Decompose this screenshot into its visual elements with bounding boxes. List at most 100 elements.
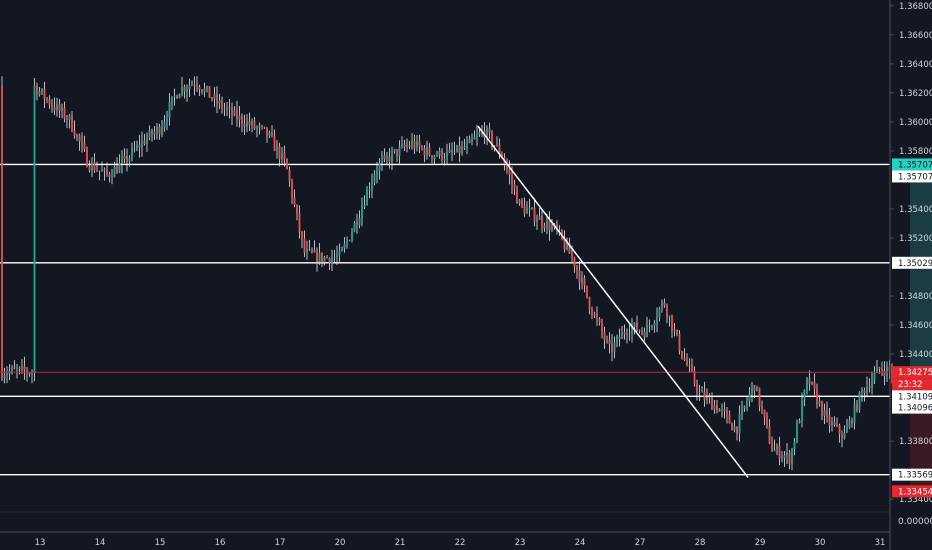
candle-body — [873, 372, 876, 381]
candle-body — [856, 404, 858, 411]
candle-body — [691, 365, 693, 371]
x-tick-label: 15 — [155, 538, 166, 548]
y-tick-label: 1.34600 — [899, 321, 932, 331]
candle-body — [791, 449, 793, 465]
candle-body — [711, 398, 713, 410]
y-tick-label: 1.35800 — [899, 147, 932, 157]
candle-body — [68, 115, 71, 120]
candle-body — [438, 150, 441, 156]
candle-body — [413, 141, 416, 149]
candle-body — [848, 420, 851, 428]
candle-body — [686, 359, 688, 366]
candle-body — [38, 91, 41, 95]
candle-body — [323, 257, 326, 263]
candle-body — [313, 250, 316, 253]
candle-body — [41, 88, 43, 92]
candle-body — [468, 138, 471, 143]
price-axis[interactable]: 1.36800 1.36600 1.36400 1.36200 1.36000 1.358… — [890, 2, 932, 505]
candle-body — [671, 315, 673, 331]
candle-body — [288, 168, 291, 181]
candle-body — [846, 427, 848, 433]
candle-body — [428, 147, 431, 156]
candle-body — [663, 302, 666, 306]
candle-body — [823, 410, 826, 416]
candle-body — [403, 144, 406, 148]
candle-body — [128, 157, 131, 163]
candle-body — [796, 423, 798, 442]
candle-body — [371, 182, 373, 190]
candle-body — [166, 118, 168, 122]
candle-body — [721, 409, 723, 410]
candle-body — [21, 365, 23, 368]
candle-body — [658, 308, 661, 318]
candle-body — [268, 132, 271, 136]
candle-body — [623, 332, 626, 334]
candle-body — [443, 158, 446, 160]
candle-body — [571, 253, 573, 258]
candle-body — [106, 169, 108, 175]
candle-body — [538, 216, 541, 220]
candle-body — [46, 98, 48, 100]
candle-body — [231, 107, 233, 116]
candle-body — [871, 380, 873, 389]
x-tick-label: 23 — [515, 538, 526, 548]
candle-body — [326, 257, 328, 259]
candle-body — [476, 134, 478, 138]
candle-body — [318, 252, 321, 263]
candle-body — [6, 373, 8, 376]
time-axis[interactable]: 13 14 15 16 17 20 21 22 23 24 27 28 29 30 31 — [35, 538, 886, 548]
candle-body — [601, 322, 603, 333]
candle-body — [93, 162, 96, 171]
candle-body — [678, 333, 681, 352]
candle-body — [308, 248, 311, 250]
candle-body — [778, 445, 781, 459]
candle-body — [596, 314, 598, 320]
trendline[interactable] — [477, 125, 749, 478]
stop-zone[interactable] — [910, 397, 932, 492]
candle-body — [701, 391, 703, 393]
candle-body — [651, 325, 653, 327]
candle-body — [136, 144, 138, 150]
candle-body — [113, 166, 116, 178]
price-axis-tags: 1.35707 1.35707 1.35029 1.34275 23:32 1.34109… — [892, 158, 932, 498]
level-price-tag: 1.35029 — [898, 259, 932, 269]
candle-body — [681, 351, 683, 358]
candle-body — [61, 107, 63, 111]
candle-body — [798, 420, 801, 424]
y-tick-label: 1.33800 — [899, 437, 932, 447]
y-tick-label: 1.35200 — [899, 234, 932, 244]
candle-body — [258, 125, 261, 128]
candle-body — [803, 389, 806, 400]
x-tick-label: 13 — [35, 538, 46, 548]
candle-body — [246, 121, 248, 127]
candle-body — [756, 387, 758, 392]
candle-body — [143, 140, 146, 145]
candle-body — [473, 137, 476, 140]
candle-body — [343, 243, 346, 249]
candle-body — [741, 408, 743, 415]
candle-body — [396, 149, 398, 157]
target-zone[interactable] — [910, 164, 932, 398]
candle-body — [291, 180, 293, 198]
candle-body — [48, 99, 51, 105]
horizontal-levels[interactable] — [0, 163, 890, 476]
candle-body — [451, 149, 453, 153]
position-box[interactable] — [910, 164, 932, 492]
candle-body — [91, 162, 93, 171]
candle-body — [341, 248, 343, 251]
candle-body — [361, 206, 363, 219]
candle-body — [278, 146, 281, 160]
candle-body — [696, 383, 698, 393]
candle-body — [781, 457, 783, 459]
level-price-tag-bg — [892, 390, 932, 403]
candle-body — [43, 88, 46, 99]
y-tick-label: 1.36200 — [899, 89, 932, 99]
candle-body — [223, 108, 226, 110]
candle-body — [453, 151, 456, 153]
candle-body — [363, 205, 366, 207]
candle-body — [228, 107, 231, 109]
candle-body — [76, 135, 78, 137]
candle-body — [431, 155, 433, 159]
